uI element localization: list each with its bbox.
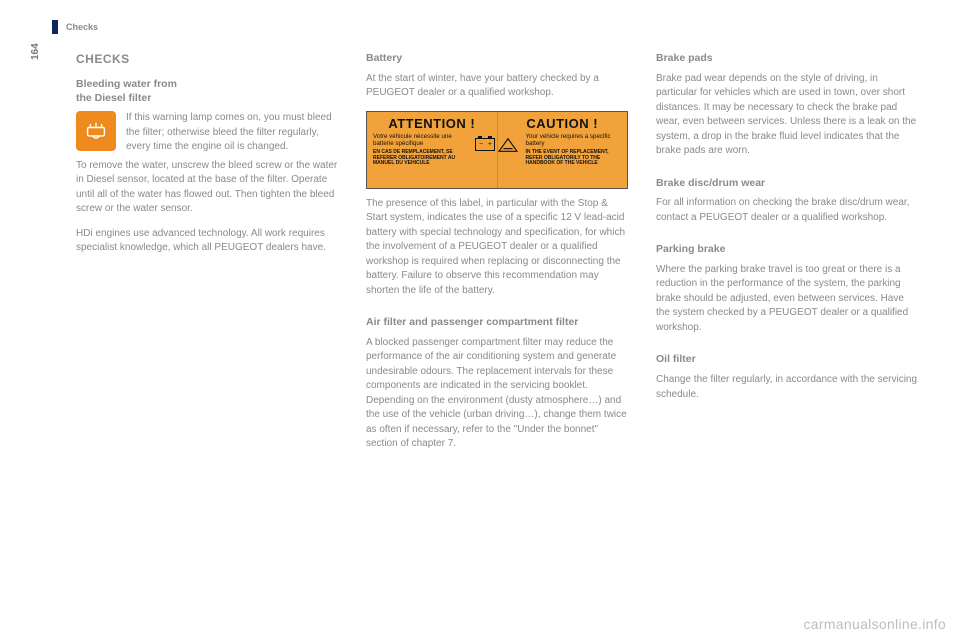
header-section-label: Checks (66, 22, 98, 32)
manual-page: Checks 164 CHECKS Bleeding water from th… (0, 0, 960, 640)
subheading-diesel-filter: Bleeding water from the Diesel filter (76, 78, 340, 105)
caution-center-icons: − + (475, 136, 519, 154)
battery-minus-icon: − (479, 141, 483, 148)
section-title-checks: CHECKS (76, 52, 340, 66)
diesel-filter-icon (76, 111, 116, 151)
air-filter-text: A blocked passenger compartment filter m… (366, 336, 630, 452)
subheading-brake-disc: Brake disc/drum wear (656, 177, 920, 191)
caution-small-en: IN THE EVENT OF REPLACEMENT, REFER OBLIG… (504, 150, 622, 167)
header-bar: Checks (52, 20, 98, 34)
subheading-line2: the Diesel filter (76, 92, 151, 104)
subheading-battery: Battery (366, 52, 630, 66)
column-2: Battery At the start of winter, have you… (366, 52, 630, 470)
brake-disc-text: For all information on checking the brak… (656, 196, 920, 225)
caution-sub-en: Your vehicle requires a specific battery (504, 133, 622, 147)
caution-sub-fr: Votre véhicule nécessite une batterie sp… (373, 133, 491, 147)
battery-icon: − + (475, 138, 495, 151)
handbook-icon (497, 136, 519, 154)
header-tab (52, 20, 58, 34)
hdi-engines-text: HDi engines use advanced technology. All… (76, 227, 340, 256)
subheading-oil-filter: Oil filter (656, 353, 920, 367)
subheading-line1: Bleeding water from (76, 78, 177, 90)
subheading-parking-brake: Parking brake (656, 243, 920, 257)
warning-icon-text: If this warning lamp comes on, you must … (126, 111, 340, 155)
subheading-brake-pads: Brake pads (656, 52, 920, 66)
parking-brake-text: Where the parking brake travel is too gr… (656, 263, 920, 336)
caution-title-en: CAUTION ! (504, 116, 622, 131)
battery-block: Battery At the start of winter, have you… (366, 52, 630, 298)
oil-filter-text: Change the filter regularly, in accordan… (656, 373, 920, 402)
caution-small-fr: EN CAS DE REMPLACEMENT, SE REFERER OBLIG… (373, 150, 491, 167)
watermark: carmanualsonline.info (804, 616, 947, 632)
brake-pads-block: Brake pads Brake pad wear depends on the… (656, 52, 920, 159)
brake-disc-block: Brake disc/drum wear For all information… (656, 177, 920, 226)
oil-filter-block: Oil filter Change the filter regularly, … (656, 353, 920, 402)
battery-after-text: The presence of this label, in particula… (366, 197, 630, 299)
warning-icon-row: If this warning lamp comes on, you must … (76, 111, 340, 155)
brake-pads-text: Brake pad wear depends on the style of d… (656, 72, 920, 159)
battery-caution-label: ATTENTION ! Votre véhicule nécessite une… (366, 111, 628, 189)
battery-plus-icon: + (488, 141, 492, 148)
page-number: 164 (30, 43, 41, 60)
battery-intro-text: At the start of winter, have your batter… (366, 72, 630, 101)
column-3: Brake pads Brake pad wear depends on the… (656, 52, 920, 470)
diesel-remove-water-text: To remove the water, unscrew the bleed s… (76, 159, 340, 217)
subheading-air-filter: Air filter and passenger compartment fil… (366, 316, 630, 330)
parking-brake-block: Parking brake Where the parking brake tr… (656, 243, 920, 335)
content-columns: CHECKS Bleeding water from the Diesel fi… (76, 52, 916, 470)
caution-title-fr: ATTENTION ! (373, 116, 491, 131)
column-1: CHECKS Bleeding water from the Diesel fi… (76, 52, 340, 470)
air-filter-block: Air filter and passenger compartment fil… (366, 316, 630, 452)
